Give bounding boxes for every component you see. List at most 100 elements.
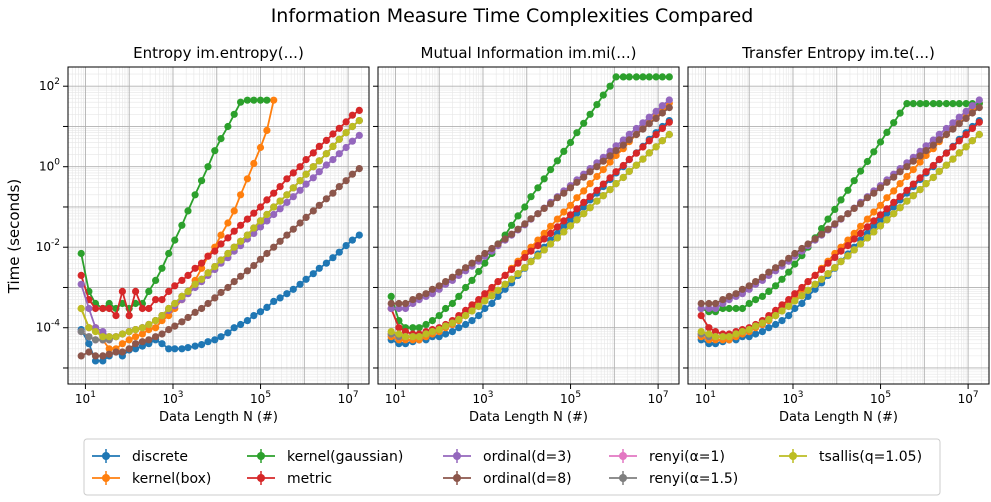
data-point — [395, 299, 403, 308]
data-point — [665, 73, 673, 81]
data-point — [791, 290, 799, 298]
data-point — [818, 230, 826, 238]
data-point — [217, 256, 225, 264]
legend-entry: kernel(box) — [92, 471, 211, 487]
data-point — [652, 107, 660, 115]
data-point — [448, 299, 456, 308]
data-point — [745, 333, 753, 341]
data-point — [625, 136, 633, 144]
data-point — [309, 270, 317, 278]
data-point — [778, 275, 786, 283]
data-point — [85, 324, 93, 332]
data-point — [738, 285, 747, 293]
data-point — [935, 167, 943, 175]
data-point — [191, 264, 199, 272]
data-point — [909, 180, 917, 188]
data-point — [322, 161, 330, 169]
data-point — [705, 299, 713, 308]
data-point — [178, 292, 186, 300]
legend-marker — [619, 452, 627, 460]
legend-entry: ordinal(d=3) — [443, 449, 572, 465]
data-point — [435, 282, 443, 290]
data-point — [850, 246, 858, 254]
data-point — [256, 223, 265, 231]
data-point — [804, 240, 812, 248]
data-point — [118, 287, 126, 295]
data-point — [818, 265, 826, 274]
data-point — [645, 137, 653, 145]
data-point — [158, 312, 166, 320]
data-point — [949, 143, 957, 151]
data-point — [178, 345, 186, 353]
data-point — [745, 282, 753, 290]
data-point — [909, 192, 917, 200]
data-point — [348, 137, 356, 145]
tick-label: 103 — [472, 390, 493, 406]
data-point — [468, 301, 476, 309]
data-point — [599, 91, 607, 99]
data-point — [448, 319, 456, 327]
data-point — [256, 143, 265, 152]
data-point — [462, 320, 470, 329]
data-point — [224, 249, 232, 258]
data-point — [606, 152, 614, 160]
panels: 101 103 105 107 10-4 10-2 100 102 Entropy im.ent… — [36, 44, 990, 425]
data-point — [844, 186, 852, 194]
data-point — [962, 114, 970, 122]
data-point — [890, 187, 898, 195]
data-point — [435, 326, 443, 334]
data-point — [619, 173, 627, 182]
data-point — [527, 247, 535, 255]
data-point — [903, 163, 911, 171]
data-point — [599, 157, 607, 165]
data-point — [204, 269, 212, 277]
data-point — [309, 163, 317, 171]
data-point — [798, 244, 806, 253]
legend-entry: ordinal(d=8) — [443, 471, 572, 487]
data-point — [922, 168, 930, 176]
data-point — [890, 119, 898, 127]
data-point — [508, 265, 516, 274]
data-point — [521, 220, 529, 228]
data-point — [112, 333, 120, 341]
data-point — [903, 100, 911, 108]
data-point — [91, 357, 100, 365]
data-point — [804, 292, 812, 300]
data-point — [342, 118, 350, 126]
data-point — [230, 243, 238, 251]
data-point — [178, 276, 186, 284]
data-point — [935, 100, 943, 108]
data-point — [302, 275, 310, 283]
data-point — [501, 280, 509, 288]
data-point — [857, 229, 865, 237]
data-point — [132, 326, 140, 334]
data-point — [935, 136, 943, 144]
data-point — [296, 219, 304, 227]
data-point — [968, 109, 977, 117]
data-point — [355, 131, 363, 139]
data-point — [547, 240, 555, 248]
data-point — [191, 342, 199, 350]
data-point — [329, 142, 337, 150]
data-point — [632, 73, 641, 81]
data-point — [870, 223, 878, 231]
data-point — [145, 326, 153, 334]
data-point — [785, 296, 793, 304]
data-point — [237, 191, 245, 199]
legend-label: kernel(box) — [132, 471, 211, 487]
data-point — [909, 157, 917, 165]
data-point — [697, 328, 705, 336]
data-point — [870, 189, 878, 197]
data-point — [99, 333, 107, 341]
data-point — [711, 304, 720, 313]
data-point — [217, 333, 225, 341]
data-point — [198, 177, 206, 185]
plot-frame — [67, 66, 370, 385]
data-point — [178, 221, 186, 229]
data-point — [658, 73, 667, 81]
data-point — [705, 304, 713, 313]
data-point — [475, 302, 483, 310]
data-point — [145, 320, 153, 329]
data-point — [481, 259, 489, 267]
data-point — [191, 191, 199, 199]
